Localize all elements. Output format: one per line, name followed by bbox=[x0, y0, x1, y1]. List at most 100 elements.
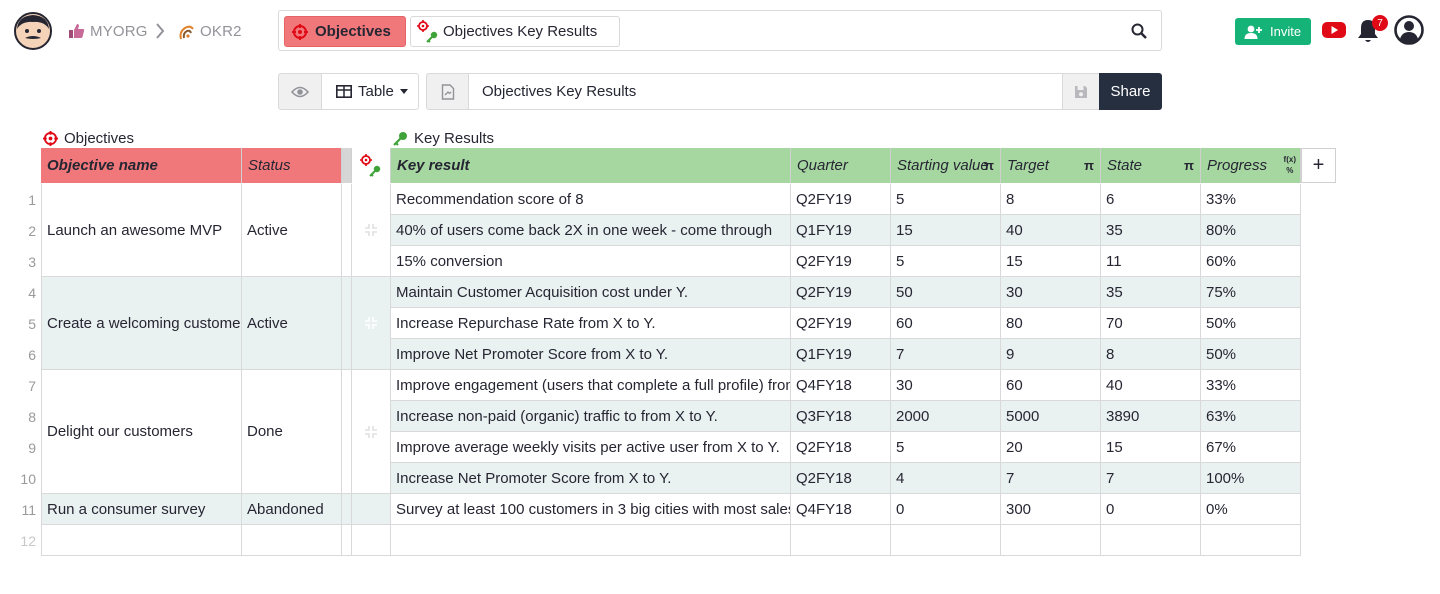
cell-progress[interactable] bbox=[1201, 525, 1301, 556]
page-name-input[interactable]: Objectives Key Results bbox=[468, 73, 1063, 110]
cell-key-result[interactable]: Increase Net Promoter Score from X to Y. bbox=[391, 463, 791, 494]
row-number[interactable]: 11 bbox=[21, 501, 36, 518]
search-icon[interactable] bbox=[1131, 23, 1147, 39]
youtube-icon[interactable] bbox=[1322, 21, 1346, 39]
cell-target[interactable]: 15 bbox=[1001, 246, 1101, 277]
cell-starting-value[interactable]: 50 bbox=[891, 277, 1001, 308]
cell-target[interactable]: 300 bbox=[1001, 494, 1101, 525]
cell-target[interactable]: 40 bbox=[1001, 215, 1101, 246]
row-number[interactable]: 2 bbox=[28, 222, 36, 239]
ref-cell[interactable] bbox=[352, 277, 391, 370]
cell-target[interactable]: 9 bbox=[1001, 339, 1101, 370]
cell-starting-value[interactable]: 2000 bbox=[891, 401, 1001, 432]
account-icon[interactable] bbox=[1394, 15, 1424, 45]
cell-target[interactable]: 30 bbox=[1001, 277, 1101, 308]
ref-cell[interactable] bbox=[352, 184, 391, 277]
cell-state[interactable]: 7 bbox=[1101, 463, 1201, 494]
cell-state[interactable]: 11 bbox=[1101, 246, 1201, 277]
cell-state[interactable]: 35 bbox=[1101, 277, 1201, 308]
col-header-status[interactable]: Status bbox=[242, 148, 342, 183]
cell-key-result[interactable]: Recommendation score of 8 bbox=[391, 184, 791, 215]
cell-starting-value[interactable]: 4 bbox=[891, 463, 1001, 494]
cell-key-result[interactable]: Increase Repurchase Rate from X to Y. bbox=[391, 308, 791, 339]
row-number[interactable]: 10 bbox=[20, 470, 36, 487]
cell-state[interactable] bbox=[1101, 525, 1201, 556]
save-button[interactable] bbox=[1062, 73, 1100, 110]
cell-quarter[interactable]: Q4FY18 bbox=[791, 370, 891, 401]
col-header-target[interactable]: Target π bbox=[1001, 148, 1101, 183]
col-header-objective-name[interactable]: Objective name bbox=[41, 148, 242, 183]
cell-starting-value[interactable]: 30 bbox=[891, 370, 1001, 401]
cell-target[interactable]: 80 bbox=[1001, 308, 1101, 339]
cell-key-result[interactable]: Increase non-paid (organic) traffic to f… bbox=[391, 401, 791, 432]
cell-state[interactable]: 40 bbox=[1101, 370, 1201, 401]
cell-key-result[interactable]: Survey at least 100 customers in 3 big c… bbox=[391, 494, 791, 525]
cell-objective-name[interactable]: Launch an awesome MVP bbox=[41, 184, 242, 277]
cell-key-result[interactable]: Maintain Customer Acquisition cost under… bbox=[391, 277, 791, 308]
row-number[interactable]: 1 bbox=[28, 191, 36, 208]
cell-state[interactable]: 6 bbox=[1101, 184, 1201, 215]
cell-key-result[interactable]: Improve engagement (users that complete … bbox=[391, 370, 791, 401]
col-header-quarter[interactable]: Quarter bbox=[791, 148, 891, 183]
cell-key-result[interactable]: 40% of users come back 2X in one week - … bbox=[391, 215, 791, 246]
col-header-progress[interactable]: Progress f(x) % bbox=[1201, 148, 1301, 183]
cell-progress[interactable]: 80% bbox=[1201, 215, 1301, 246]
ref-cell[interactable] bbox=[352, 494, 391, 525]
row-number[interactable]: 12 bbox=[20, 532, 36, 549]
row-number[interactable]: 3 bbox=[28, 253, 36, 270]
row-number[interactable]: 5 bbox=[28, 315, 36, 332]
col-header-ref[interactable] bbox=[352, 148, 391, 183]
cell-key-result[interactable]: Improve Net Promoter Score from X to Y. bbox=[391, 339, 791, 370]
cell-objective-name[interactable]: Run a consumer survey bbox=[41, 494, 242, 525]
cell-quarter[interactable]: Q2FY19 bbox=[791, 308, 891, 339]
cell-state[interactable]: 35 bbox=[1101, 215, 1201, 246]
cell-objective-name[interactable]: Delight our customers bbox=[41, 370, 242, 494]
cell-progress[interactable]: 33% bbox=[1201, 370, 1301, 401]
cell-progress[interactable]: 67% bbox=[1201, 432, 1301, 463]
cell-target[interactable]: 8 bbox=[1001, 184, 1101, 215]
cell-state[interactable]: 3890 bbox=[1101, 401, 1201, 432]
cell-status[interactable]: Active bbox=[242, 184, 342, 277]
cell-target[interactable]: 20 bbox=[1001, 432, 1101, 463]
cell-state[interactable]: 15 bbox=[1101, 432, 1201, 463]
cell-objective-name[interactable]: Create a welcoming custome bbox=[41, 277, 242, 370]
cell-status[interactable]: Done bbox=[242, 370, 342, 494]
cell-quarter[interactable]: Q2FY18 bbox=[791, 432, 891, 463]
app-logo[interactable] bbox=[14, 12, 52, 50]
cell-status-empty[interactable] bbox=[242, 525, 342, 556]
row-number[interactable]: 8 bbox=[28, 408, 36, 425]
row-number[interactable]: 7 bbox=[28, 377, 36, 394]
cell-starting-value[interactable]: 0 bbox=[891, 494, 1001, 525]
row-number[interactable]: 6 bbox=[28, 346, 36, 363]
cell-starting-value[interactable]: 15 bbox=[891, 215, 1001, 246]
cell-key-result[interactable]: 15% conversion bbox=[391, 246, 791, 277]
cell-quarter[interactable]: Q4FY18 bbox=[791, 494, 891, 525]
ref-cell[interactable] bbox=[352, 525, 391, 556]
cell-key-result[interactable]: Improve average weekly visits per active… bbox=[391, 432, 791, 463]
col-header-key-result[interactable]: Key result bbox=[391, 148, 791, 183]
cell-quarter[interactable]: Q1FY19 bbox=[791, 339, 891, 370]
cell-quarter[interactable]: Q2FY18 bbox=[791, 463, 891, 494]
cell-starting-value[interactable]: 60 bbox=[891, 308, 1001, 339]
cell-starting-value[interactable] bbox=[891, 525, 1001, 556]
cell-progress[interactable]: 100% bbox=[1201, 463, 1301, 494]
cell-progress[interactable]: 60% bbox=[1201, 246, 1301, 277]
share-button[interactable]: Share bbox=[1099, 73, 1162, 110]
cell-quarter[interactable]: Q1FY19 bbox=[791, 215, 891, 246]
breadcrumb-doc[interactable]: OKR2 bbox=[178, 20, 242, 42]
invite-button[interactable]: Invite bbox=[1235, 18, 1311, 45]
view-type-dropdown[interactable]: Table bbox=[321, 73, 419, 110]
cell-objective-name-empty[interactable] bbox=[41, 525, 242, 556]
cell-state[interactable]: 8 bbox=[1101, 339, 1201, 370]
cell-starting-value[interactable]: 7 bbox=[891, 339, 1001, 370]
cell-progress[interactable]: 50% bbox=[1201, 308, 1301, 339]
cell-progress[interactable]: 50% bbox=[1201, 339, 1301, 370]
cell-quarter[interactable]: Q2FY19 bbox=[791, 277, 891, 308]
cell-progress[interactable]: 0% bbox=[1201, 494, 1301, 525]
cell-state[interactable]: 0 bbox=[1101, 494, 1201, 525]
cell-quarter[interactable]: Q2FY19 bbox=[791, 184, 891, 215]
tab-objectives[interactable]: Objectives bbox=[284, 16, 406, 47]
cell-target[interactable]: 60 bbox=[1001, 370, 1101, 401]
view-toggle-button[interactable] bbox=[278, 73, 322, 110]
cell-key-result[interactable] bbox=[391, 525, 791, 556]
